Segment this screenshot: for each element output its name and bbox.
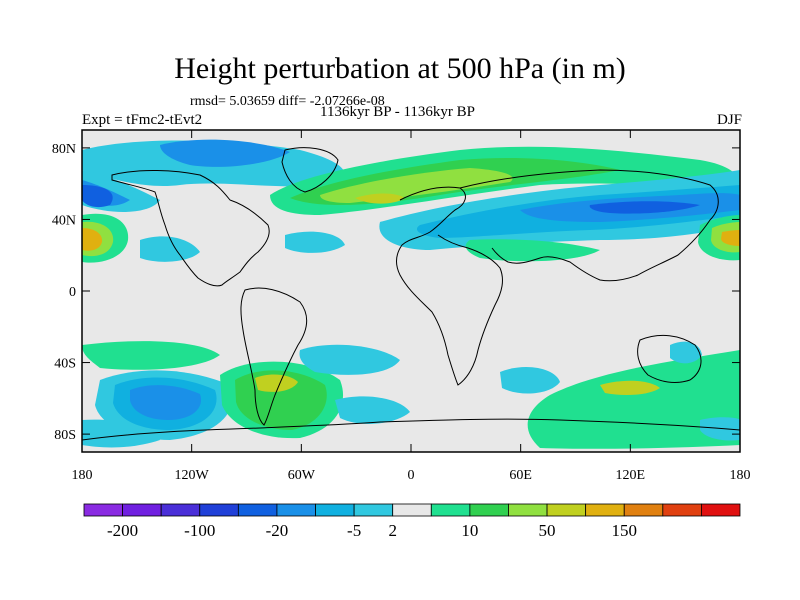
colorbar-label: 50	[539, 521, 556, 540]
contour-region	[355, 193, 405, 204]
colorbar-label: 150	[611, 521, 637, 540]
coastlines	[82, 147, 740, 441]
colorbar-box	[701, 503, 741, 517]
colorbar-box	[546, 503, 587, 517]
experiment-label: Expt = tFmc2-tEvt2	[82, 112, 203, 128]
colorbar-box	[353, 503, 394, 517]
colorbar-box	[122, 503, 162, 517]
contour-region	[721, 230, 740, 246]
coastline-europe-africa	[396, 186, 503, 386]
coastline-north-america	[111, 170, 270, 287]
colorbar: -200 -100 -20 -5 2 10 50 150	[83, 503, 741, 540]
contour-region	[255, 374, 298, 392]
lat-tick-label: 80S	[54, 428, 76, 443]
contour-region	[670, 341, 702, 364]
contour-region	[299, 344, 400, 375]
contour-region	[82, 185, 113, 208]
lon-tick-label: 0	[408, 468, 415, 483]
lon-tick-label: 180	[730, 468, 751, 483]
colorbar-label: -20	[266, 521, 289, 540]
period-text: 1136kyr BP - 1136kyr BP	[320, 104, 476, 120]
colorbar-box	[508, 503, 548, 517]
lat-tick-label: 80N	[52, 142, 76, 157]
coastline-south-america	[240, 287, 307, 426]
lon-tick-label: 120E	[616, 468, 646, 483]
colorbar-label: 2	[388, 521, 397, 540]
colorbar-box	[623, 503, 664, 517]
coastline-asia	[459, 169, 719, 282]
lat-tick-label: 40N	[52, 213, 76, 228]
map-title: Height perturbation at 500 hPa (in m)	[174, 52, 626, 85]
colorbar-label: 10	[461, 521, 478, 540]
colorbar-box	[469, 503, 509, 517]
contour-region	[160, 139, 290, 167]
lat-tick-label: 40S	[54, 357, 76, 372]
lon-tick-label: 60E	[509, 468, 532, 483]
colorbar-box	[83, 503, 123, 517]
contour-region	[82, 341, 220, 370]
contour-region	[285, 231, 345, 253]
contour-field	[82, 139, 740, 449]
colorbar-box	[315, 503, 355, 517]
stats-text: rmsd= 5.03659 diff= -2.07266e-08	[190, 94, 385, 109]
contour-region	[82, 419, 160, 448]
contour-region	[600, 380, 660, 396]
longitude-axis: 180 120W 60W 0 60E 120E 180	[72, 130, 751, 483]
lon-tick-label: 120W	[175, 468, 210, 483]
contour-region	[140, 236, 200, 262]
colorbar-box	[662, 503, 702, 517]
colorbar-box	[160, 503, 201, 517]
colorbar-box	[430, 503, 471, 517]
colorbar-box	[392, 503, 432, 517]
contour-region	[320, 168, 513, 203]
colorbar-box	[585, 503, 625, 517]
colorbar-box	[199, 503, 239, 517]
colorbar-box	[276, 503, 316, 517]
colorbar-label: -100	[184, 521, 215, 540]
season-label: DJF	[716, 112, 742, 128]
contour-region	[500, 367, 560, 394]
lon-tick-label: 180	[72, 468, 93, 483]
contour-region	[589, 201, 700, 214]
colorbar-box	[237, 503, 278, 517]
lon-tick-label: 60W	[288, 468, 316, 483]
colorbar-label: -5	[347, 521, 361, 540]
coastline-greenland	[281, 147, 339, 193]
coastline-antarctica	[82, 418, 740, 441]
colorbar-label: -200	[107, 521, 138, 540]
contour-region	[527, 350, 740, 449]
contour-region	[130, 385, 202, 420]
contour-region	[335, 396, 410, 424]
contour-region	[82, 228, 103, 251]
coastline-australia	[637, 334, 702, 383]
latitude-axis: 80N 40N 0 40S 80S	[52, 142, 740, 443]
lat-tick-label: 0	[69, 285, 76, 300]
